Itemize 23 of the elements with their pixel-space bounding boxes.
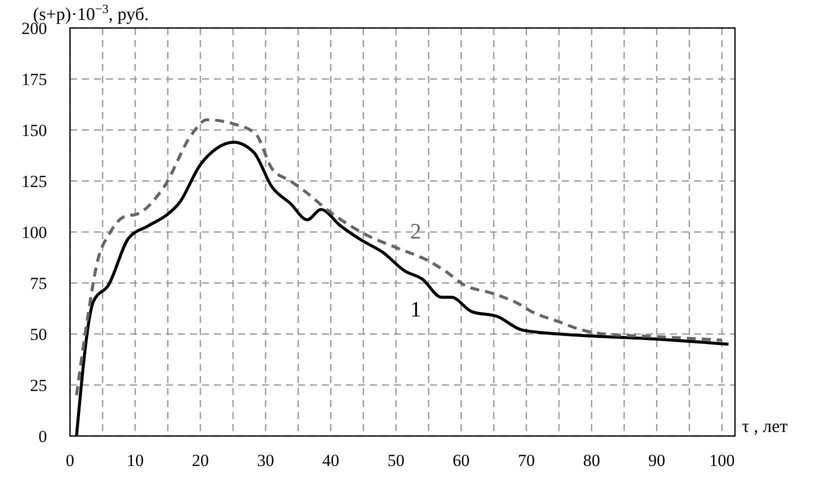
y-tick-label: 75 (30, 274, 47, 293)
x-tick-label: 80 (583, 451, 600, 470)
y-tick-label: 125 (22, 172, 47, 191)
x-tick-label: 20 (192, 451, 209, 470)
y-tick-label: 100 (22, 222, 47, 242)
y-tick-label: 150 (22, 120, 47, 140)
y-tick-label: 50 (30, 324, 47, 344)
x-tick-label: 60 (452, 451, 470, 470)
x-tick-label: 50 (387, 451, 404, 470)
x-tick-label: 40 (322, 451, 340, 470)
x-axis-title: τ , лет (742, 416, 788, 436)
x-tick-label: 100 (709, 451, 735, 470)
y-tick-label: 25 (30, 376, 47, 395)
line-series (75, 118, 724, 397)
x-tick-label: 90 (648, 451, 666, 470)
y-tick-label: 175 (22, 70, 47, 89)
x-tick-label: 30 (257, 451, 274, 470)
x-tick-label: 10 (126, 451, 144, 470)
x-tick-label: 0 (66, 451, 74, 470)
y-tick-label: 0 (38, 426, 47, 446)
series-label: 1 (410, 296, 422, 322)
x-tick-label: 70 (518, 451, 535, 470)
series-label: 2 (410, 218, 422, 244)
